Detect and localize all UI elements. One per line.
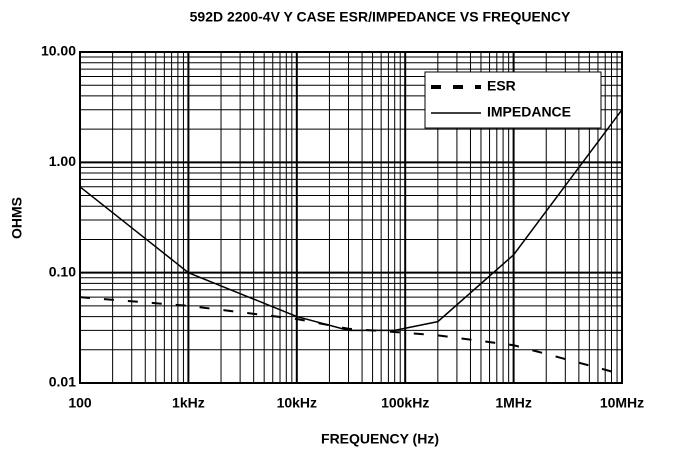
y-axis-label: OHMS (9, 197, 25, 239)
series-line (79, 296, 623, 376)
y-tick-label: 0.01 (49, 374, 76, 390)
x-tick-label: 10MHz (600, 395, 644, 411)
legend-box (424, 71, 602, 129)
x-tick-label: 1kHz (172, 395, 205, 411)
legend-label: IMPEDANCE (487, 104, 571, 120)
y-tick-label: 1.00 (49, 153, 76, 169)
legend-label: ESR (487, 78, 516, 94)
x-tick-label: 10kHz (277, 395, 317, 411)
x-tick-label: 100kHz (381, 395, 429, 411)
y-tick-label: 10.00 (41, 43, 76, 59)
x-tick-label: 1MHz (495, 395, 532, 411)
chart-title: 592D 2200-4V Y CASE ESR/IMPEDANCE VS FRE… (190, 9, 571, 25)
y-tick-label: 0.10 (49, 263, 76, 279)
x-axis-label: FREQUENCY (Hz) (321, 431, 439, 447)
plot-border (79, 51, 623, 384)
series-line (79, 109, 623, 332)
x-tick-label: 100 (68, 395, 92, 411)
